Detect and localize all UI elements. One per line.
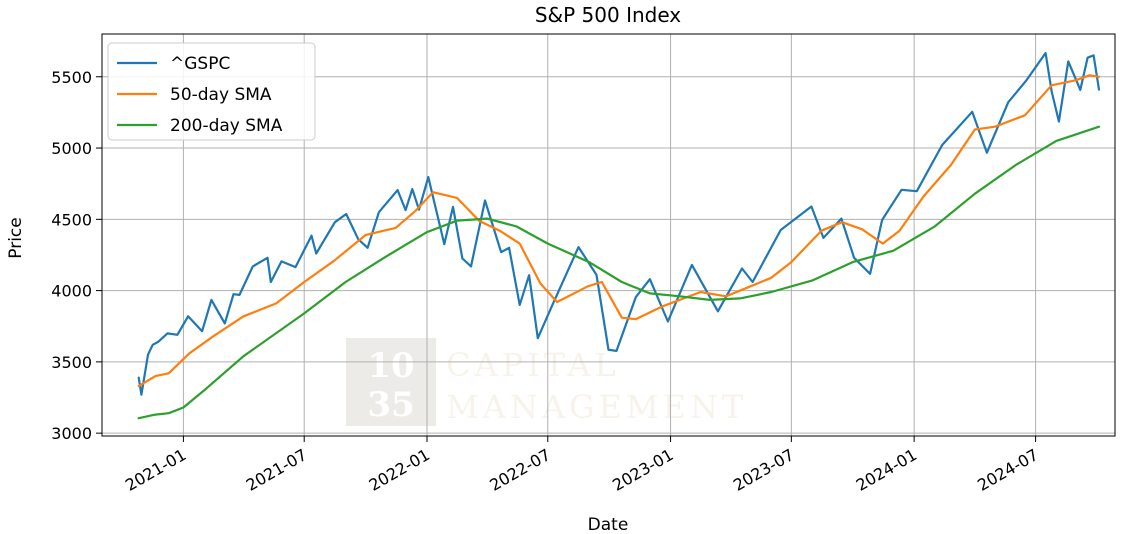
- plot-frame: [101, 33, 1116, 437]
- y-axis: 3000 3500 4000 4500 5000 5500: [51, 68, 102, 443]
- series-line-gspc: [137, 51, 1101, 396]
- watermark-line1: CAPITAL: [446, 346, 620, 384]
- y-tick-label: 4500: [51, 210, 92, 229]
- watermark-logo: 10 35 CAPITAL MANAGEMENT: [346, 338, 747, 426]
- legend-label-50-day-sma: 50-day SMA: [170, 85, 272, 105]
- legend: ^GSPC 50-day SMA 200-day SMA: [107, 42, 316, 141]
- series-layer: [137, 51, 1101, 420]
- chart-title: S&P 500 Index: [535, 3, 681, 27]
- watermark-line2: MANAGEMENT: [446, 388, 747, 426]
- y-tick-label: 3500: [51, 353, 92, 372]
- legend-label-200-day-sma: 200-day SMA: [170, 116, 283, 136]
- y-tick-label: 5500: [51, 68, 92, 87]
- series-line-50-day-sma: [137, 74, 1101, 388]
- y-tick-label: 4000: [51, 282, 92, 301]
- y-axis-label: Price: [6, 217, 26, 258]
- y-tick-label: 3000: [51, 424, 92, 443]
- grid-lines: [102, 34, 1115, 436]
- watermark-number-bottom: 35: [367, 385, 414, 425]
- watermark-badge: [346, 338, 436, 426]
- watermark-number-top: 10: [367, 346, 414, 386]
- legend-label-gspc: ^GSPC: [170, 54, 230, 74]
- y-tick-label: 5000: [51, 139, 92, 158]
- x-axis-label: Date: [588, 515, 629, 534]
- series-line-200-day-sma: [137, 125, 1101, 420]
- legend-box: [107, 42, 316, 141]
